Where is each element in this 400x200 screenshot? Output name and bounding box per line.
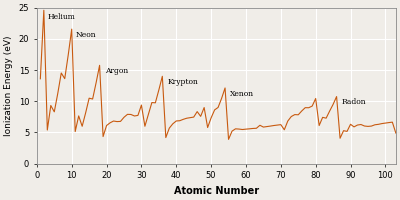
Text: Radon: Radon bbox=[342, 98, 366, 106]
Text: Neon: Neon bbox=[75, 31, 96, 39]
Text: Argon: Argon bbox=[105, 67, 128, 75]
Y-axis label: Ionization Energy (eV): Ionization Energy (eV) bbox=[4, 35, 13, 136]
X-axis label: Atomic Number: Atomic Number bbox=[174, 186, 259, 196]
Text: Helium: Helium bbox=[47, 13, 75, 21]
Text: Xenon: Xenon bbox=[230, 90, 254, 98]
Text: Krypton: Krypton bbox=[168, 78, 198, 86]
